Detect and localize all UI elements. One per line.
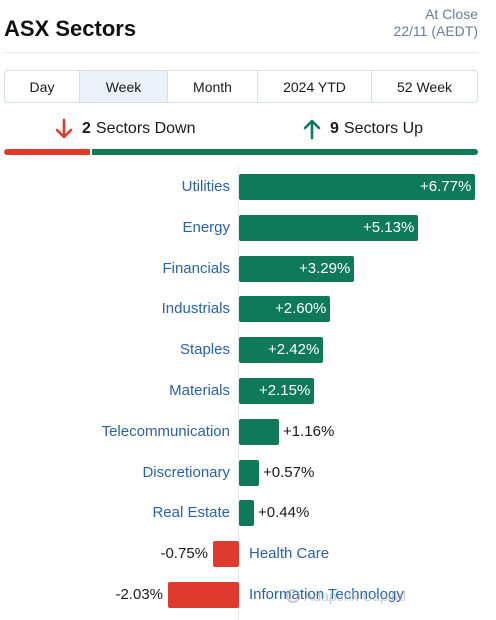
- sectors-down-count: 2: [82, 120, 91, 137]
- value-label-energy: +5.13%: [363, 219, 415, 236]
- sector-row-financials[interactable]: Financials +3.29%: [0, 256, 496, 282]
- sector-label-materials[interactable]: Materials: [169, 382, 230, 399]
- sectors-down-label: Sectors Down: [95, 120, 196, 137]
- sector-label-financials[interactable]: Financials: [162, 260, 230, 277]
- sector-label-staples[interactable]: Staples: [179, 341, 230, 358]
- status-label: At Close: [425, 6, 478, 22]
- value-label-real-estate: +0.44%: [258, 504, 310, 521]
- sector-row-real-estate[interactable]: Real Estate +0.44%: [0, 500, 496, 526]
- market-status: At Close 22/11 (AEDT): [393, 6, 478, 40]
- value-label-telecommunication: +1.16%: [283, 423, 335, 440]
- value-label-health-care: -0.75%: [160, 545, 208, 562]
- sector-label-energy[interactable]: Energy: [182, 219, 230, 236]
- sector-row-health-care[interactable]: Health Care -0.75%: [0, 541, 496, 567]
- value-label-staples: +2.42%: [268, 341, 320, 358]
- sector-label-telecommunication[interactable]: Telecommunication: [101, 423, 230, 440]
- page-title: ASX Sectors: [4, 16, 137, 41]
- value-label-materials: +2.15%: [259, 382, 311, 399]
- bar-discretionary: [239, 460, 259, 486]
- arrow-up-icon: [303, 119, 321, 140]
- tab-month[interactable]: Month: [168, 71, 258, 102]
- tab-week[interactable]: Week: [80, 71, 168, 102]
- sector-label-industrials[interactable]: Industrials: [161, 300, 230, 317]
- sector-row-industrials[interactable]: Industrials +2.60%: [0, 296, 496, 322]
- bar-staples: [239, 337, 323, 363]
- sector-row-telecommunication[interactable]: Telecommunication +1.16%: [0, 419, 496, 445]
- arrow-down-icon: [55, 118, 73, 139]
- watermark: Adaptink Capital: [286, 588, 406, 604]
- zero-axis: [238, 165, 239, 620]
- sector-label-utilities[interactable]: Utilities: [181, 178, 230, 195]
- sectors-up-summary: 9 Sectors Up: [302, 116, 423, 142]
- period-tabs: Day Week Month 2024 YTD 52 Week: [4, 70, 478, 103]
- value-label-utilities: +6.77%: [420, 178, 472, 195]
- bar-utilities: [239, 174, 475, 200]
- sector-bar-chart: Utilities +6.77% Energy +5.13% Financials +3.…: [0, 165, 496, 620]
- value-label-discretionary: +0.57%: [263, 464, 315, 481]
- sector-row-information-technology[interactable]: Information Technology -2.03%: [0, 582, 496, 608]
- tab-day[interactable]: Day: [5, 71, 80, 102]
- ratio-down-segment: [4, 149, 90, 155]
- sector-row-utilities[interactable]: Utilities +6.77%: [0, 174, 496, 200]
- bar-health-care: [213, 541, 239, 567]
- sector-row-staples[interactable]: Staples +2.42%: [0, 337, 496, 363]
- watermark-logo-icon: [286, 589, 300, 603]
- value-label-information-technology: -2.03%: [115, 586, 163, 603]
- watermark-text: Adaptink Capital: [304, 588, 406, 604]
- breadth-ratio-bar: [4, 149, 478, 155]
- tab-2024-ytd[interactable]: 2024 YTD: [258, 71, 372, 102]
- status-timestamp: 22/11 (AEDT): [393, 23, 478, 39]
- bar-telecommunication: [239, 419, 279, 445]
- bar-industrials: [239, 296, 330, 322]
- sector-row-discretionary[interactable]: Discretionary +0.57%: [0, 460, 496, 486]
- sector-row-energy[interactable]: Energy +5.13%: [0, 215, 496, 241]
- bar-real-estate: [239, 500, 254, 526]
- bar-information-technology: [168, 582, 239, 608]
- header: ASX Sectors At Close 22/11 (AEDT): [4, 6, 478, 48]
- sectors-down-summary: 2 Sectors Down: [54, 116, 196, 142]
- value-label-industrials: +2.60%: [275, 300, 327, 317]
- sector-label-real-estate[interactable]: Real Estate: [152, 504, 230, 521]
- value-label-financials: +3.29%: [299, 260, 351, 277]
- bar-energy: [239, 215, 418, 241]
- tab-52-week[interactable]: 52 Week: [397, 78, 452, 95]
- sector-row-materials[interactable]: Materials +2.15%: [0, 378, 496, 404]
- bar-financials: [239, 256, 354, 282]
- header-divider: [4, 52, 478, 53]
- sector-label-discretionary[interactable]: Discretionary: [142, 464, 230, 481]
- ratio-up-segment: [92, 149, 478, 155]
- sectors-up-label: Sectors Up: [343, 120, 424, 137]
- sectors-up-count: 9: [330, 120, 339, 137]
- bar-materials: [239, 378, 314, 404]
- sector-label-health-care[interactable]: Health Care: [249, 545, 330, 562]
